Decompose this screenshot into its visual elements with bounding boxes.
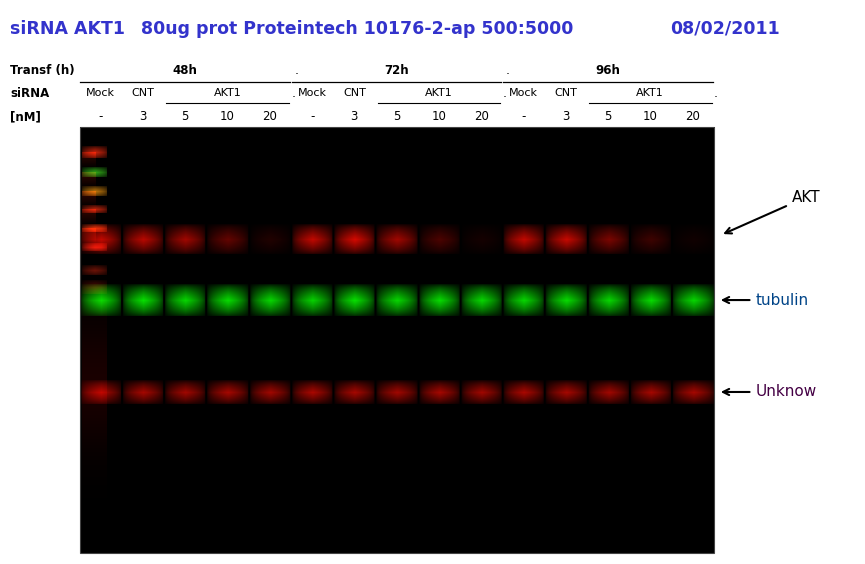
Text: 96h: 96h [595,64,620,77]
Text: 5: 5 [182,110,189,124]
Text: 20: 20 [262,110,277,124]
Text: [nM]: [nM] [10,110,42,124]
Text: 3: 3 [562,110,569,124]
Text: Transf (h): Transf (h) [10,64,75,77]
Text: AKT1: AKT1 [214,88,241,98]
Text: .: . [506,64,509,77]
Text: 5: 5 [393,110,400,124]
Text: 10: 10 [220,110,235,124]
Text: AKT: AKT [725,190,820,233]
Text: CNT: CNT [131,88,155,98]
Text: -: - [310,110,314,124]
Text: .: . [714,86,718,100]
Text: 08/02/2011: 08/02/2011 [670,20,780,38]
Text: 10: 10 [643,110,657,124]
Text: 3: 3 [139,110,147,124]
Text: 10: 10 [432,110,446,124]
Text: 72h: 72h [384,64,409,77]
Text: 48h: 48h [173,64,198,77]
Text: -: - [99,110,103,124]
Text: siRNA: siRNA [10,86,49,100]
Text: .: . [292,86,296,100]
Text: CNT: CNT [343,88,366,98]
Text: .: . [503,86,507,100]
Text: CNT: CNT [554,88,577,98]
Text: Mock: Mock [509,88,538,98]
Text: AKT1: AKT1 [637,88,664,98]
Text: 80ug prot Proteintech 10176-2-ap 500:5000: 80ug prot Proteintech 10176-2-ap 500:500… [141,20,573,38]
Text: -: - [522,110,526,124]
Text: 20: 20 [685,110,700,124]
Text: siRNA AKT1: siRNA AKT1 [10,20,125,38]
Text: .: . [294,64,298,77]
Text: 3: 3 [350,110,358,124]
Bar [80,127,714,553]
Text: Unknow: Unknow [723,385,817,399]
Text: Mock: Mock [298,88,327,98]
Text: tubulin: tubulin [723,293,808,307]
Text: 5: 5 [605,110,612,124]
Text: AKT1: AKT1 [425,88,452,98]
Text: Mock: Mock [86,88,115,98]
Text: 20: 20 [474,110,489,124]
